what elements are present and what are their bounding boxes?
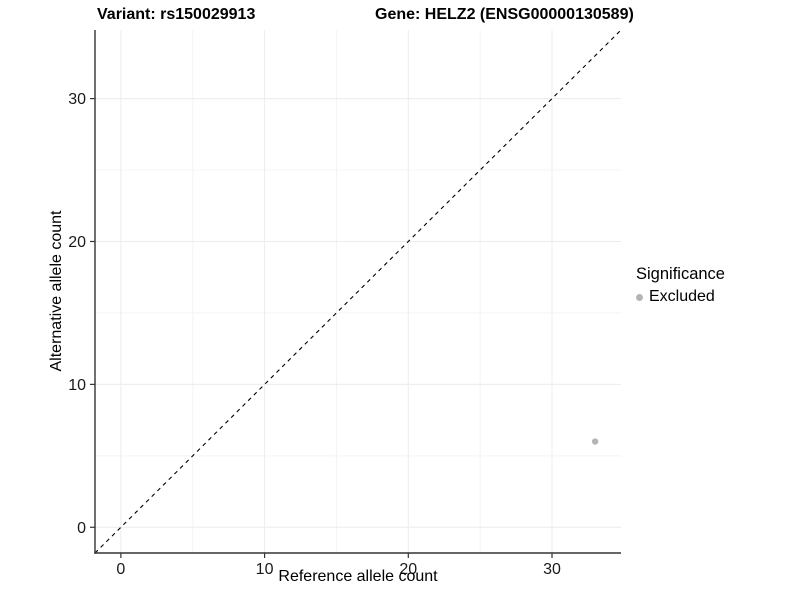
gene-title: Gene: HELZ2 (ENSG00000130589) [375, 6, 634, 23]
x-tick-label: 10 [256, 561, 274, 578]
identity-dashed-line [94, 29, 622, 554]
legend-item-excluded: Excluded [636, 288, 725, 306]
y-axis-title: Alternative allele count [48, 210, 65, 372]
legend-item-label: Excluded [649, 288, 715, 305]
y-tick-label: 20 [68, 234, 86, 251]
y-tick-label: 0 [77, 520, 86, 537]
legend: Significance Excluded [636, 265, 725, 306]
x-tick-label: 30 [543, 561, 561, 578]
legend-title: Significance [636, 265, 725, 283]
x-tick-label: 0 [116, 561, 125, 578]
y-tick-label: 30 [68, 91, 86, 108]
x-tick-label: 20 [399, 561, 417, 578]
variant-title: Variant: rs150029913 [97, 6, 256, 23]
x-axis-title: Reference allele count [278, 568, 438, 585]
legend-point-icon [636, 293, 643, 301]
data-point-excluded [591, 438, 599, 445]
y-tick-label: 10 [68, 377, 86, 394]
